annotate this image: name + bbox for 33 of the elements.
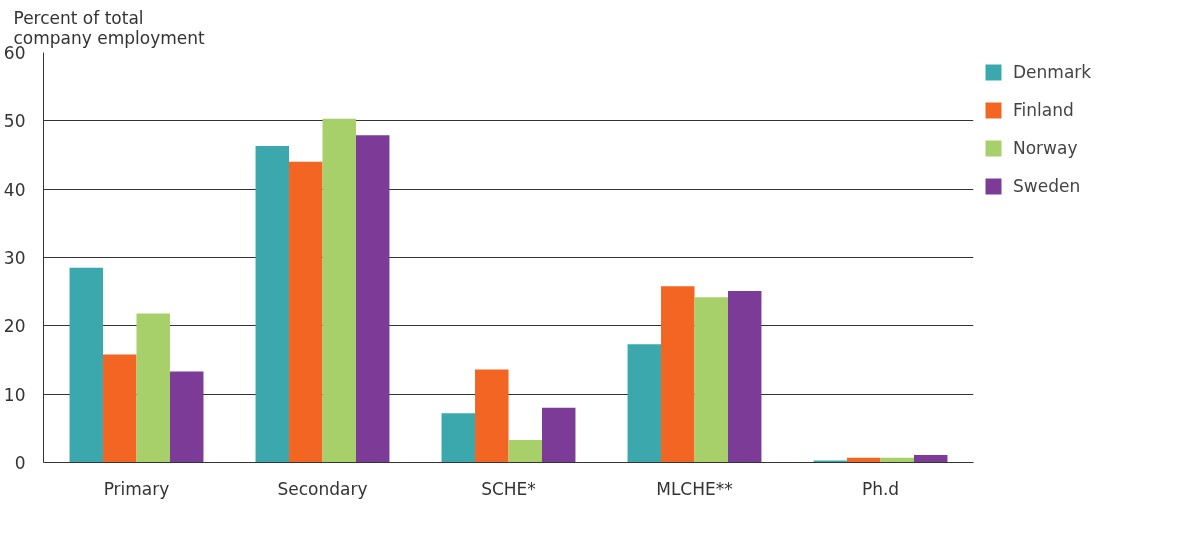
bar: [727, 290, 762, 463]
bar: [694, 297, 728, 463]
y-tick-label: 0: [14, 453, 26, 473]
y-tick-label: 40: [3, 179, 26, 200]
bar: [661, 286, 695, 463]
y-tick-label: 10: [3, 384, 26, 405]
x-tick-label: Ph.d: [861, 478, 900, 499]
legend-label: Denmark: [1013, 62, 1092, 82]
y-tick-label: 20: [3, 316, 26, 337]
x-tick-label: SCHE*: [481, 478, 536, 499]
bar: [441, 413, 476, 463]
bar: [322, 118, 356, 463]
bar: [289, 161, 323, 463]
legend-label: Finland: [1013, 100, 1074, 120]
bar: [355, 135, 390, 463]
bar: [627, 344, 662, 463]
bar: [103, 354, 137, 463]
legend-label: Norway: [1013, 138, 1078, 158]
bar: [69, 267, 104, 463]
y-tick-label: 30: [3, 248, 26, 268]
legend-label: Sweden: [1013, 176, 1081, 196]
bar: [541, 407, 576, 463]
x-tick-label: Secondary: [277, 478, 368, 499]
bar: [255, 146, 290, 463]
bar: [813, 460, 848, 463]
x-tick-label: MLCHE**: [656, 478, 733, 499]
bar: [913, 454, 948, 463]
bar: [169, 371, 204, 463]
y-tick-label: 50: [3, 111, 26, 132]
bar: [136, 313, 170, 463]
bar: [508, 439, 542, 463]
x-tick-label: Primary: [103, 478, 170, 499]
bar: [475, 369, 509, 463]
